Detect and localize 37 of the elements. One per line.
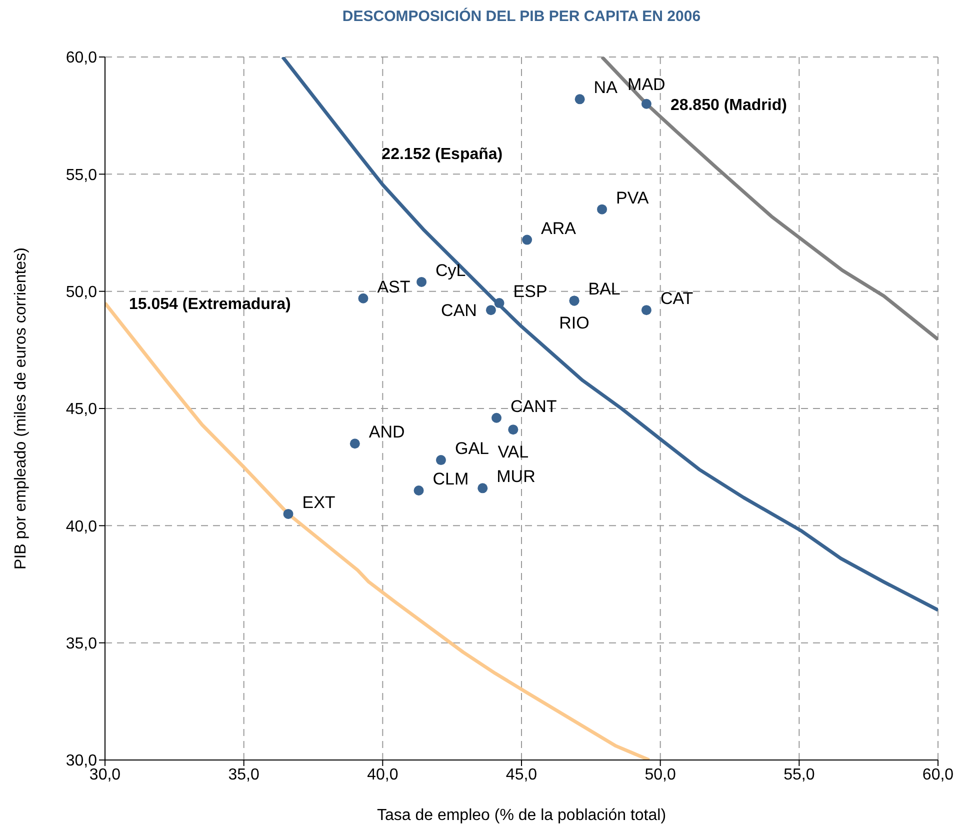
annotation: CyL: [436, 260, 466, 280]
annotation: MUR: [496, 467, 536, 486]
chart-title: DESCOMPOSICIÓN DEL PIB PER CAPITA EN 2006: [341, 8, 702, 25]
series-label: 15.054 (Extremadura): [129, 296, 291, 314]
annotation: PVA: [616, 188, 650, 208]
x-tick-label: 35,0: [228, 766, 260, 784]
annotation: BAL: [588, 280, 620, 299]
x-tick-label: 40,0: [367, 766, 398, 784]
x-tick-label: 30,0: [89, 766, 121, 784]
y-axis-title: PIB por empleado (miles de euros corrientes): [12, 248, 30, 570]
annotation: CLM: [432, 470, 469, 489]
x-tick-label: 60,0: [922, 766, 954, 784]
series-label: 22.152 (España): [382, 146, 503, 164]
annotation: ARA: [541, 218, 577, 238]
annotation: CANT: [510, 396, 557, 416]
series-label: 28.850 (Madrid): [670, 96, 787, 114]
y-tick-label: 50,0: [66, 284, 98, 302]
annotation: VAL: [498, 442, 529, 462]
annotation: AST: [377, 277, 410, 296]
x-tick-label: 55,0: [784, 766, 815, 784]
annotation: CAT: [660, 289, 694, 308]
y-tick-label: 35,0: [66, 636, 98, 653]
y-tick-label: 55,0: [66, 166, 98, 184]
y-tick-label: 45,0: [66, 401, 98, 418]
annotation: MAD: [628, 74, 666, 94]
y-tick-label: 60,0: [66, 50, 98, 67]
x-tick-label: 45,0: [506, 766, 538, 784]
y-tick-label: 40,0: [66, 518, 98, 536]
annotation: EXT: [302, 492, 336, 512]
annotation: ESP: [513, 282, 548, 302]
x-tick-label: 50,0: [644, 766, 676, 784]
annotation: CAN: [441, 301, 477, 320]
annotation: NA: [594, 78, 618, 98]
annotation: GAL: [454, 439, 490, 458]
x-axis-title: Tasa de empleo (% de la población total): [376, 807, 666, 824]
annotation: AND: [368, 422, 405, 442]
annotation: RIO: [559, 314, 590, 333]
